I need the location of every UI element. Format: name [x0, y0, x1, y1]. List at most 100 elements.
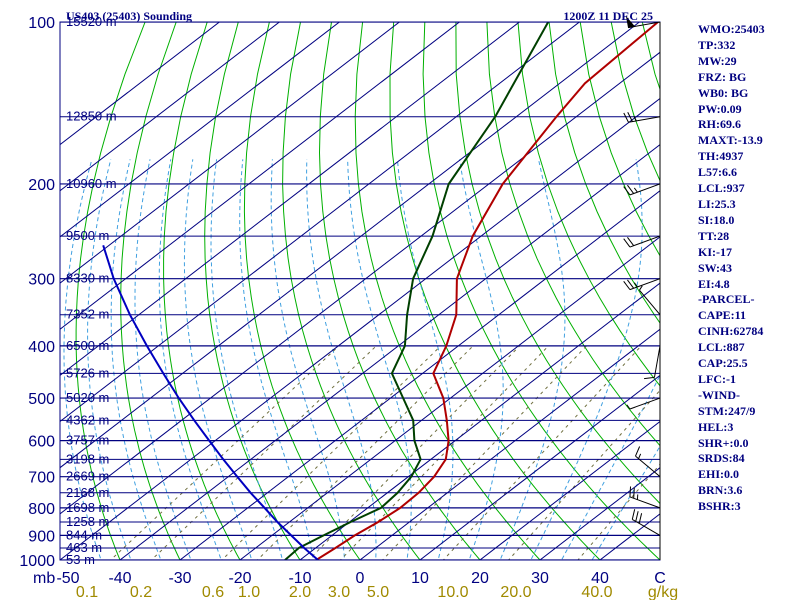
- moist-adiabat-line: [110, 159, 162, 560]
- mixing-ratio-line: [150, 345, 377, 560]
- wind-barb-flag: [638, 513, 643, 524]
- isotherm-line: [60, 22, 641, 469]
- stability-index-row: TP:332: [698, 37, 736, 52]
- stability-index-row: BSHR:3: [698, 499, 741, 514]
- stability-index-row: -PARCEL-: [698, 292, 755, 307]
- wind-barb-flag: [627, 279, 635, 289]
- pressure-tick-label: 700: [28, 470, 55, 487]
- mixing-ratio-line: [109, 345, 340, 560]
- wind-barb-pennant: [625, 16, 636, 29]
- isotherm-line: [239, 236, 660, 560]
- stability-index-row: TH:4937: [698, 149, 744, 164]
- wind-barb-flag: [623, 238, 631, 248]
- wind-barb-half-flag: [639, 285, 643, 291]
- wind-barb-flag: [631, 509, 636, 520]
- wind-barb: [623, 183, 661, 196]
- wind-barb-half-flag: [633, 187, 638, 193]
- temperature-tick-label: 40: [591, 570, 609, 587]
- height-level-label: 3198 m: [66, 451, 109, 466]
- mixing-ratio-line: [339, 345, 549, 560]
- moist-adiabat-line: [183, 159, 253, 560]
- stability-index-row: -WIND-: [698, 387, 740, 402]
- stability-index-row: SRDS:84: [698, 451, 745, 466]
- isotherm-line: [299, 282, 660, 560]
- temperature-tick-label: C: [654, 570, 666, 587]
- moist-adiabat-line: [396, 159, 454, 560]
- height-level-label: 10960 m: [66, 176, 117, 191]
- dry-adiabat-line: [422, 22, 660, 560]
- dry-adiabat-line: [579, 22, 660, 257]
- stability-index-row: CINH:62784: [698, 324, 764, 339]
- isotherm-line: [359, 328, 660, 560]
- height-level-label: 2168 m: [66, 485, 109, 500]
- moist-adiabat-line: [530, 159, 643, 560]
- mixing-ratio-tick-label: 20.0: [500, 584, 531, 600]
- moist-adiabat-line: [63, 159, 102, 560]
- moist-adiabat-line: [459, 159, 504, 560]
- mixing-ratio-tick-label: 5.0: [367, 584, 389, 600]
- isotherm-line: [60, 51, 660, 515]
- pressure-tick-label: 100: [28, 15, 55, 32]
- wind-barb-flag: [627, 236, 635, 246]
- stability-index-row: SW:43: [698, 260, 733, 275]
- stability-index-row: BRN:3.6: [698, 483, 743, 498]
- wind-barb-shaft: [639, 289, 661, 316]
- temperature-tick-label: 20: [471, 570, 489, 587]
- valid-time: 1200Z 11 DEC 25: [563, 9, 653, 23]
- height-level-label: 3757 m: [66, 433, 109, 448]
- wind-barb-flag: [635, 446, 641, 457]
- stability-index-row: RH:69.6: [698, 117, 741, 132]
- mixing-ratio-tick-label: 3.0: [328, 584, 350, 600]
- stability-index-row: LCL:887: [698, 340, 745, 355]
- wind-barb: [623, 278, 661, 291]
- wind-barb: [625, 16, 661, 29]
- height-level-label: 53 m: [66, 552, 95, 567]
- stability-index-row: CAPE:11: [698, 308, 746, 323]
- wind-barb-half-flag: [633, 116, 637, 122]
- stability-index-row: FRZ: BG: [698, 69, 747, 84]
- wind-barb-flag: [627, 184, 635, 194]
- temperature-tick-label: 0: [356, 570, 365, 587]
- wind-barb-half-flag: [626, 404, 631, 410]
- temperature-tick-label: -20: [228, 570, 251, 587]
- moist-adiabat-line: [87, 159, 132, 560]
- dry-adiabat-line: [282, 22, 421, 560]
- wind-barb: [629, 486, 661, 509]
- moist-adiabat-line: [306, 159, 377, 560]
- pressure-tick-label: 500: [28, 391, 55, 408]
- isotherm-line: [60, 22, 581, 423]
- stability-index-row: MW:29: [698, 53, 737, 68]
- dry-adiabat-line: [517, 22, 660, 387]
- stability-index-row: WMO:25403: [698, 22, 765, 36]
- isotherm-line: [539, 467, 660, 560]
- mixing-ratio-tick-label: 2.0: [289, 584, 311, 600]
- pressure-tick-label: 600: [28, 434, 55, 451]
- wind-barb-shaft: [628, 116, 661, 123]
- dry-adiabat-line: [354, 22, 541, 560]
- isotherm-line: [60, 22, 281, 192]
- moist-adiabat-line: [239, 159, 314, 560]
- temperature-tick-label: -40: [108, 570, 131, 587]
- height-level-label: 463 m: [66, 540, 102, 555]
- chart-title: US403 (25403) Sounding: [66, 9, 192, 23]
- wind-barb: [631, 509, 661, 536]
- mixing-ratio-tick-label: 0.1: [76, 584, 98, 600]
- wind-barb-flag: [635, 511, 639, 522]
- isotherm-line: [179, 190, 660, 560]
- stability-index-row: LCL:937: [698, 181, 745, 196]
- wind-barb-shaft: [629, 397, 661, 410]
- pressure-tick-label: 800: [28, 501, 55, 518]
- moist-adiabat-line: [560, 374, 660, 560]
- height-level-label: 2669 m: [66, 469, 109, 484]
- pressure-tick-label: 200: [28, 177, 55, 194]
- mixing-ratio-line: [577, 463, 660, 560]
- height-level-label: 1698 m: [66, 500, 109, 515]
- wind-barb: [623, 235, 661, 248]
- wind-barb-shaft: [632, 518, 661, 536]
- height-level-label: 15520 m: [66, 14, 117, 29]
- dewpoint-profile-line: [284, 22, 550, 560]
- stability-index-row: SI:18.0: [698, 212, 735, 227]
- wind-barb-half-flag: [633, 282, 638, 288]
- height-level-label: 7352 m: [66, 307, 109, 322]
- height-level-label: 8330 m: [66, 271, 109, 286]
